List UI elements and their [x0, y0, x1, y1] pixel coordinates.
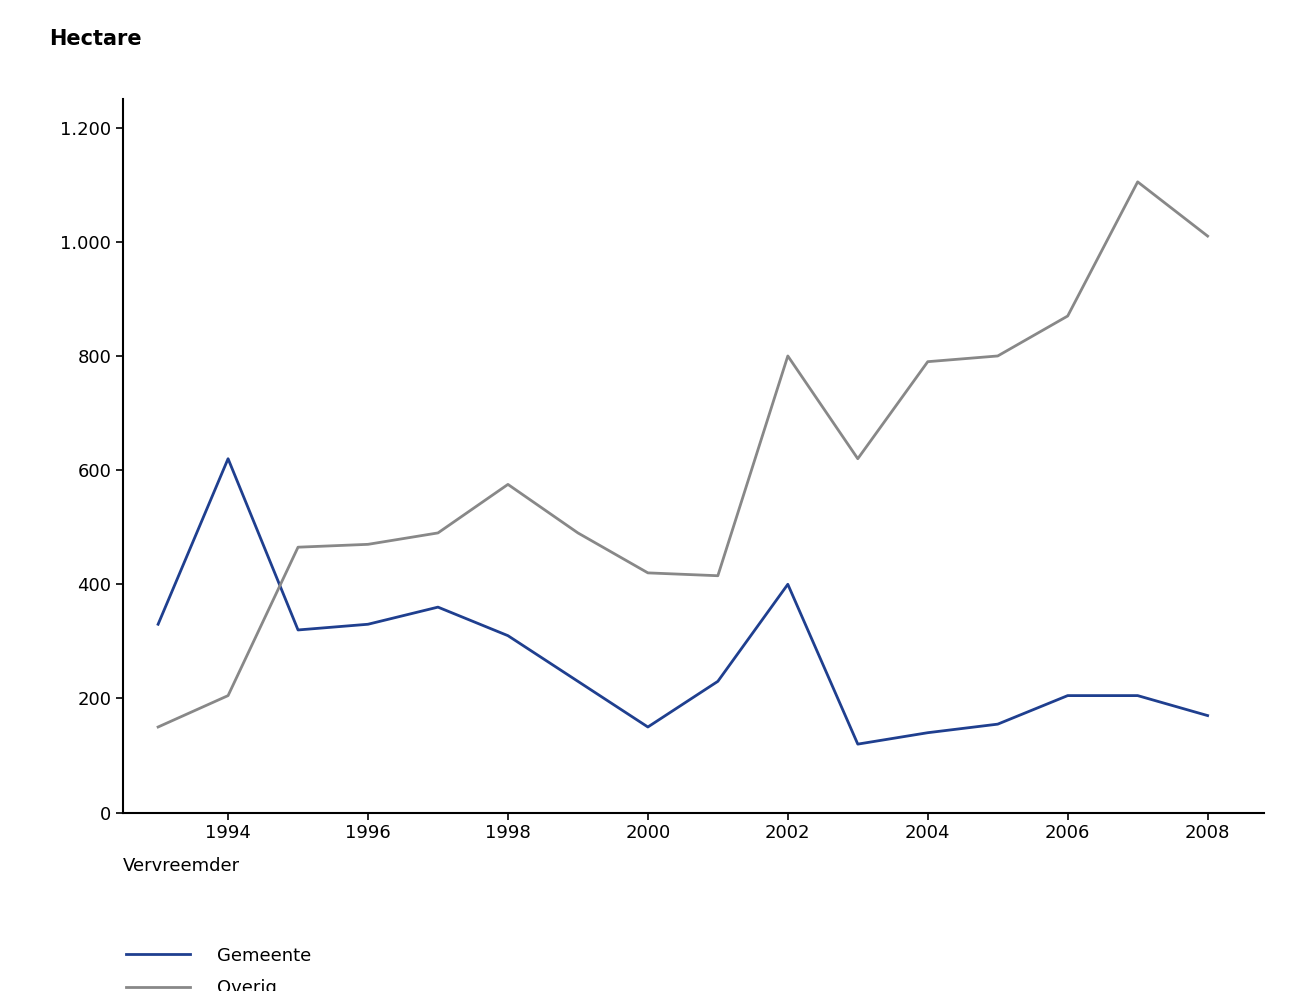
- Text: Hectare: Hectare: [49, 29, 141, 50]
- Text: Vervreemder: Vervreemder: [123, 857, 240, 875]
- Legend: Gemeente, Overig: Gemeente, Overig: [127, 946, 311, 991]
